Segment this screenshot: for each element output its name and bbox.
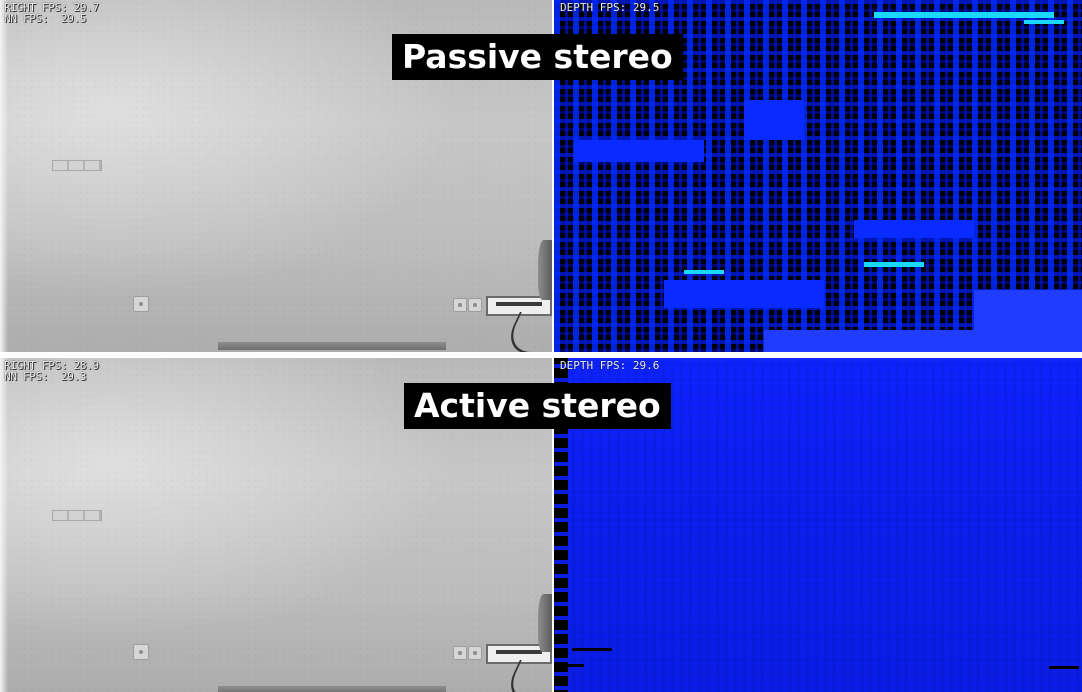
depth-noise <box>554 664 584 667</box>
frame-edge <box>0 358 8 692</box>
side-object <box>538 594 552 652</box>
side-object <box>538 240 552 300</box>
passive-fps-readout: RIGHT FPS: 29.7 NN FPS: 29.5 <box>4 2 99 24</box>
horizontal-divider <box>0 352 1082 358</box>
active-right-fps: RIGHT FPS: 28.9 <box>4 359 99 372</box>
depth-noise <box>744 100 804 140</box>
wall-socket <box>468 646 482 660</box>
depth-edge <box>554 358 568 692</box>
active-depth-fps: DEPTH FPS: 29.6 <box>560 359 660 372</box>
depth-edge <box>554 358 1082 364</box>
device-on-wall <box>486 644 552 664</box>
passive-right-fps: RIGHT FPS: 29.7 <box>4 1 99 14</box>
depth-noise <box>574 140 704 162</box>
wall-socket <box>453 646 467 660</box>
depth-noise <box>1049 666 1079 669</box>
active-fps-readout: RIGHT FPS: 28.9 NN FPS: 29.3 <box>4 360 99 382</box>
active-nn-fps: NN FPS: 29.3 <box>4 370 87 383</box>
depth-noise <box>864 262 924 267</box>
depth-noise <box>1024 20 1064 24</box>
vertical-divider <box>552 0 554 692</box>
wall-switch <box>52 510 102 521</box>
wall-socket <box>468 298 482 312</box>
furniture-top <box>218 686 446 692</box>
depth-noise <box>874 12 1054 18</box>
passive-stereo-title: Passive stereo <box>392 34 683 80</box>
depth-noise <box>684 270 724 274</box>
passive-nn-fps: NN FPS: 29.5 <box>4 12 87 25</box>
active-right-camera-view: RIGHT FPS: 28.9 NN FPS: 29.3 <box>0 358 552 692</box>
frame-edge <box>0 0 8 352</box>
passive-depth-view: DEPTH FPS: 29.5 <box>554 0 1082 352</box>
wall-socket <box>453 298 467 312</box>
furniture-top <box>218 342 446 350</box>
wall-socket <box>133 296 149 312</box>
wall-socket <box>133 644 149 660</box>
passive-depth-fps: DEPTH FPS: 29.5 <box>560 1 660 14</box>
depth-noise <box>764 330 1082 352</box>
wall-switch <box>52 160 102 171</box>
depth-noise <box>572 648 612 651</box>
depth-noise <box>664 280 824 308</box>
active-stereo-title: Active stereo <box>404 383 671 429</box>
depth-noise <box>854 220 974 238</box>
device-on-wall <box>486 296 552 316</box>
